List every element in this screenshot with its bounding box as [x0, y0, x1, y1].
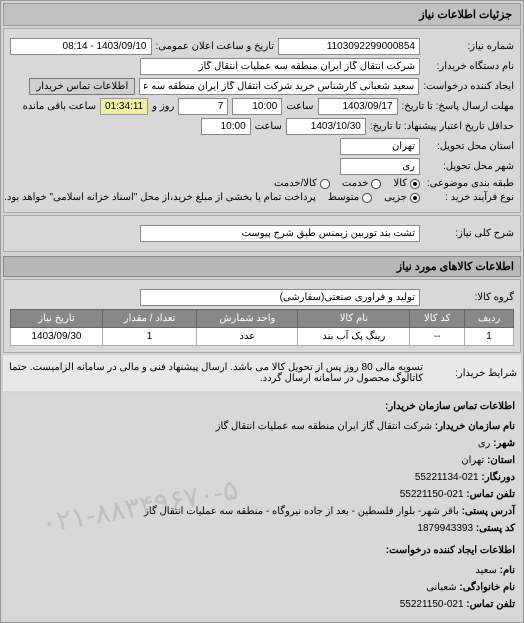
desc-label: شرح کلی نیاز:: [424, 228, 514, 239]
buyer-input[interactable]: [140, 58, 420, 75]
city-input[interactable]: [340, 158, 420, 175]
table-header: تاریخ نیاز: [11, 310, 103, 328]
deadline-date-input[interactable]: [318, 98, 398, 115]
contact-button[interactable]: اطلاعات تماس خریدار: [29, 78, 135, 95]
contact-section: اطلاعات تماس سازمان خریدار: نام سازمان خ…: [3, 393, 521, 620]
pkg-radio-khedmat[interactable]: خدمت: [342, 178, 382, 189]
buy-radio-jozi[interactable]: جزیی: [384, 192, 420, 203]
state-label: استان محل تحویل:: [424, 141, 514, 152]
table-header: واحد شمارش: [197, 310, 298, 328]
validity-time-input[interactable]: [201, 118, 251, 135]
city-label: شهر محل تحویل:: [424, 161, 514, 172]
remain-label: ساعت باقی مانده: [23, 101, 96, 112]
table-header: کد کالا: [410, 310, 465, 328]
buy-note: پرداخت تمام یا بخشی از مبلغ خرید،از محل …: [4, 192, 316, 203]
package-label: طبقه بندی موضوعی:: [424, 178, 514, 189]
page-header: جزئیات اطلاعات نیاز: [3, 3, 521, 26]
announce-input[interactable]: [10, 38, 152, 55]
requester-label: ایجاد کننده درخواست:: [423, 81, 514, 92]
group-input[interactable]: [140, 289, 420, 306]
deadline-label: مهلت ارسال پاسخ: تا تاریخ:: [402, 101, 514, 112]
pkg-radio-kala[interactable]: کالا: [393, 178, 420, 189]
goods-table: ردیفکد کالانام کالاواحد شمارشتعداد / مقد…: [10, 309, 514, 346]
goods-title: اطلاعات کالاهای مورد نیاز: [3, 256, 521, 277]
saat-label-2: ساعت: [255, 121, 282, 132]
note-label: شرایط خریدار:: [427, 368, 517, 379]
number-input[interactable]: [278, 38, 420, 55]
announce-label: تاریخ و ساعت اعلان عمومی:: [156, 41, 275, 52]
days-remain-input: [178, 98, 228, 115]
buytype-label: نوع فرآیند خرید :: [424, 192, 514, 203]
rozva-label: روز و: [152, 101, 174, 112]
validity-label: حداقل تاریخ اعتبار پیشنهاد: تا تاریخ:: [370, 121, 514, 132]
deadline-time-input[interactable]: [232, 98, 282, 115]
group-label: گروه کالا:: [424, 292, 514, 303]
requester-input[interactable]: [139, 78, 419, 95]
time-remain: 01:34:11: [100, 98, 148, 115]
state-input[interactable]: [340, 138, 420, 155]
note-text: تسویه مالی 80 روز پس از تحویل کالا می با…: [7, 362, 423, 384]
saat-label-1: ساعت: [286, 101, 313, 112]
table-header: ردیف: [465, 310, 514, 328]
req-contact-title: اطلاعات ایجاد کننده درخواست:: [9, 543, 515, 559]
table-row: 1--رینگ پک آب بندعدد11403/09/30: [11, 328, 514, 346]
table-header: نام کالا: [298, 310, 410, 328]
contact-title: اطلاعات تماس سازمان خریدار:: [9, 399, 515, 415]
pkg-radio-both[interactable]: کالا/خدمت: [274, 178, 330, 189]
buy-radio-med[interactable]: متوسط: [328, 192, 372, 203]
validity-date-input[interactable]: [286, 118, 366, 135]
number-label: شماره نیاز:: [424, 41, 514, 52]
desc-input[interactable]: [140, 225, 420, 242]
table-header: تعداد / مقدار: [102, 310, 196, 328]
buyer-label: نام دستگاه خریدار:: [424, 61, 514, 72]
